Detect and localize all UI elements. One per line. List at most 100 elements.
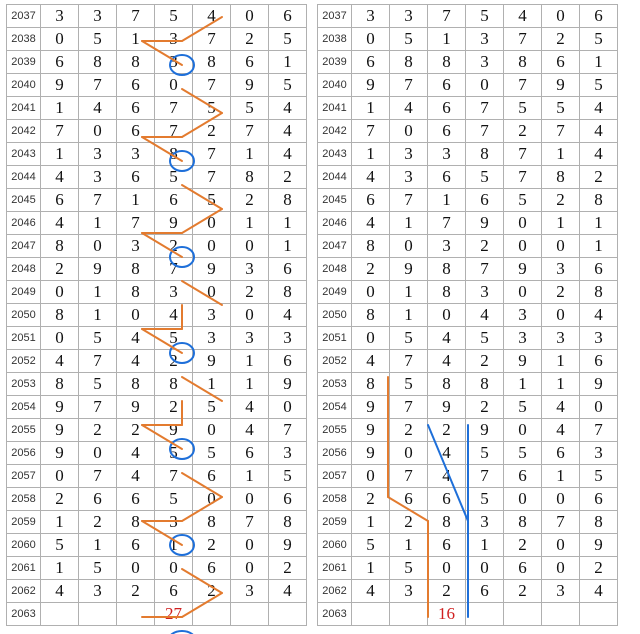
cell: 1 bbox=[231, 465, 269, 488]
row-id: 2063 bbox=[318, 603, 352, 626]
cell: 5 bbox=[466, 327, 504, 350]
cell: 8 bbox=[352, 373, 390, 396]
table-row: 20624326234 bbox=[7, 580, 307, 603]
row-id: 2042 bbox=[7, 120, 41, 143]
table-row: 20456716528 bbox=[7, 189, 307, 212]
cell: 5 bbox=[79, 327, 117, 350]
row-id: 2045 bbox=[7, 189, 41, 212]
table-row: 20538588119 bbox=[318, 373, 618, 396]
cell: 8 bbox=[269, 281, 307, 304]
table-row: 20444365782 bbox=[7, 166, 307, 189]
cell: 7 bbox=[428, 5, 466, 28]
cell: 3 bbox=[193, 327, 231, 350]
cell: 7 bbox=[542, 120, 580, 143]
cell: 6 bbox=[504, 557, 542, 580]
cell: 0 bbox=[580, 396, 618, 419]
row-id: 2059 bbox=[7, 511, 41, 534]
cell: 0 bbox=[542, 534, 580, 557]
cell: 2 bbox=[269, 166, 307, 189]
row-id: 2053 bbox=[7, 373, 41, 396]
cell: 1 bbox=[428, 28, 466, 51]
cell: 3 bbox=[580, 327, 618, 350]
cell: 7 bbox=[390, 396, 428, 419]
cell: 6 bbox=[269, 488, 307, 511]
cell: 2 bbox=[542, 281, 580, 304]
cell: 6 bbox=[155, 580, 193, 603]
row-id: 2053 bbox=[318, 373, 352, 396]
cell: 1 bbox=[542, 373, 580, 396]
cell: 8 bbox=[41, 373, 79, 396]
cell: 2 bbox=[580, 166, 618, 189]
cell: 4 bbox=[269, 97, 307, 120]
table-row: 20510545333 bbox=[318, 327, 618, 350]
cell-empty bbox=[580, 603, 618, 626]
cell: 4 bbox=[41, 350, 79, 373]
cell: 6 bbox=[466, 189, 504, 212]
cell: 0 bbox=[466, 557, 504, 580]
cell: 7 bbox=[79, 189, 117, 212]
cell: 6 bbox=[428, 488, 466, 511]
cell: 7 bbox=[155, 97, 193, 120]
table-row: 20490183028 bbox=[7, 281, 307, 304]
cell: 9 bbox=[231, 74, 269, 97]
cell: 2 bbox=[117, 580, 155, 603]
cell: 1 bbox=[41, 511, 79, 534]
cell: 0 bbox=[542, 235, 580, 258]
cell: 3 bbox=[466, 28, 504, 51]
cell: 4 bbox=[580, 97, 618, 120]
row-id: 2047 bbox=[7, 235, 41, 258]
table-row: 20508104304 bbox=[7, 304, 307, 327]
cell: 6 bbox=[428, 166, 466, 189]
row-id: 2044 bbox=[318, 166, 352, 189]
cell: 0 bbox=[428, 557, 466, 580]
cell: 1 bbox=[580, 212, 618, 235]
cell: 8 bbox=[155, 373, 193, 396]
cell: 7 bbox=[466, 120, 504, 143]
table-row: 20380513725 bbox=[7, 28, 307, 51]
cell: 0 bbox=[193, 281, 231, 304]
row-id: 2048 bbox=[7, 258, 41, 281]
cell: 6 bbox=[580, 488, 618, 511]
cell: 0 bbox=[117, 557, 155, 580]
cell: 5 bbox=[390, 557, 428, 580]
cell: 6 bbox=[41, 189, 79, 212]
cell: 7 bbox=[390, 465, 428, 488]
row-id: 2052 bbox=[318, 350, 352, 373]
row-id: 2050 bbox=[7, 304, 41, 327]
cell: 9 bbox=[79, 258, 117, 281]
cell: 1 bbox=[390, 534, 428, 557]
row-id: 2043 bbox=[7, 143, 41, 166]
row-id: 2057 bbox=[7, 465, 41, 488]
cell: 7 bbox=[542, 511, 580, 534]
cell: 8 bbox=[580, 281, 618, 304]
cell: 0 bbox=[269, 396, 307, 419]
cell: 1 bbox=[79, 304, 117, 327]
row-id: 2051 bbox=[7, 327, 41, 350]
cell: 8 bbox=[428, 373, 466, 396]
cell: 5 bbox=[466, 442, 504, 465]
cell: 8 bbox=[580, 511, 618, 534]
cell: 7 bbox=[580, 419, 618, 442]
cell: 1 bbox=[542, 465, 580, 488]
cell: 4 bbox=[41, 166, 79, 189]
cell: 6 bbox=[428, 534, 466, 557]
cell: 1 bbox=[542, 143, 580, 166]
cell: 9 bbox=[117, 396, 155, 419]
cell: 3 bbox=[231, 580, 269, 603]
cell: 8 bbox=[155, 143, 193, 166]
cell: 2 bbox=[504, 534, 542, 557]
cell: 4 bbox=[117, 327, 155, 350]
cell: 0 bbox=[352, 465, 390, 488]
row-id: 2043 bbox=[318, 143, 352, 166]
cell: 7 bbox=[155, 258, 193, 281]
cell: 4 bbox=[428, 465, 466, 488]
cell: 7 bbox=[155, 465, 193, 488]
cell: 7 bbox=[269, 419, 307, 442]
cell: 3 bbox=[542, 580, 580, 603]
cell: 5 bbox=[41, 534, 79, 557]
cell: 8 bbox=[79, 51, 117, 74]
table-row: 20508104304 bbox=[318, 304, 618, 327]
cell: 8 bbox=[269, 189, 307, 212]
cell: 1 bbox=[117, 189, 155, 212]
cell: 0 bbox=[117, 304, 155, 327]
